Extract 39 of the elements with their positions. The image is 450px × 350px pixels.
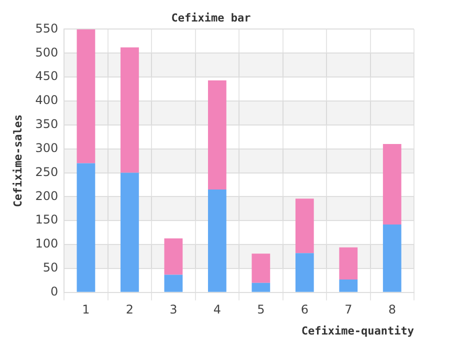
bar [382,144,402,224]
x-tick-label: 6 [300,302,308,317]
bar [164,274,183,292]
x-tick-label: 3 [170,302,178,317]
y-tick-label: 150 [35,212,58,227]
y-tick-label: 300 [35,140,58,155]
y-tick-label: 0 [50,284,58,299]
chart-title: Cefixime bar [171,11,252,24]
y-tick-label: 100 [35,236,58,251]
x-axis-title: Cefixime-quantity [301,324,414,338]
bar [382,224,402,292]
x-tick-label: 7 [344,302,352,317]
y-tick-label: 200 [35,188,58,203]
y-tick-label: 550 [35,21,58,36]
x-tick-label: 4 [213,302,222,317]
y-axis-title: Cefixime-sales [11,114,24,208]
bar [295,198,314,254]
y-tick-label: 50 [42,260,58,275]
bar [76,163,96,292]
y-tick-label: 450 [35,69,58,84]
bar [339,247,358,280]
x-tick-label: 5 [257,302,265,317]
x-tick-label: 2 [126,302,134,317]
bar [252,282,270,292]
y-tick-label: 250 [35,164,58,179]
bar [164,238,183,275]
y-tick-label: 500 [35,45,58,60]
y-tick-label: 400 [35,93,58,108]
bar [120,47,139,173]
bar [208,80,226,190]
x-tick-label: 8 [388,302,396,317]
bar [295,253,314,292]
y-tick-label: 350 [35,117,58,132]
bar [120,172,139,292]
bar [252,254,270,283]
x-tick-label: 1 [82,302,90,317]
bar [76,29,96,164]
bar [339,279,358,292]
bar [208,190,226,292]
